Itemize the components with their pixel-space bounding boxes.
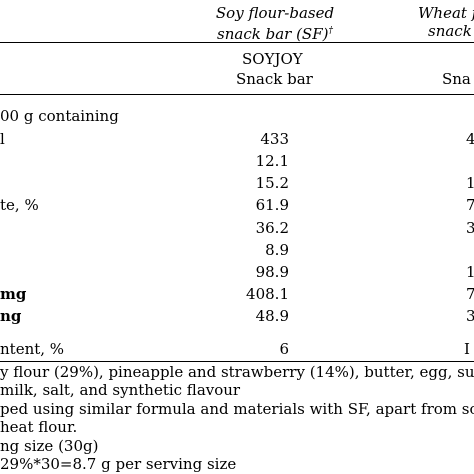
header-rule [0, 42, 474, 43]
row-label: mg [0, 285, 27, 303]
row-value-soy: 6 [279, 340, 289, 358]
row-value-wheat: 7 [466, 285, 474, 303]
row-value-soy: 61.9 [255, 196, 289, 214]
brand-soyjoy: SOYJOY [242, 50, 303, 68]
row-value-wheat: 4 [466, 130, 474, 148]
row-value-wheat: 7 [466, 196, 474, 214]
footnote-line: ng size (30g) [0, 437, 99, 455]
row-value-wheat: 3 [466, 219, 474, 237]
row-label: te, % [0, 196, 39, 214]
row-value-soy: 433 [260, 130, 289, 148]
table-bottom-rule [0, 361, 474, 362]
section-label: 00 g containing [0, 107, 119, 125]
row-value-soy: 48.9 [255, 307, 289, 325]
product-type-soy: Snack bar [236, 70, 313, 88]
column-header-wheat-line1: Wheat f [418, 4, 474, 22]
row-value-soy: 15.2 [255, 174, 289, 192]
column-header-wheat-line2: snack [428, 22, 472, 40]
column-header-soy: Soy flour-based snack bar (SF)† [205, 4, 345, 43]
row-value-wheat: 3 [466, 307, 474, 325]
subheader-rule [0, 94, 474, 95]
column-header-soy-line1: Soy flour-based [215, 4, 335, 22]
footnote-line: y flour (29%), pineapple and strawberry … [0, 363, 474, 381]
row-value-soy: 36.2 [255, 219, 289, 237]
footnote-line: 29%*30=8.7 g per serving size [0, 455, 237, 473]
footnote-line: ped using similar formula and materials … [0, 400, 474, 418]
row-label: ng [0, 307, 22, 325]
row-value-soy: 408.1 [246, 285, 289, 303]
dagger-mark: † [328, 26, 333, 36]
row-label: l [0, 130, 5, 148]
row-label: ntent, % [0, 340, 65, 358]
row-value-soy: 98.9 [255, 263, 289, 281]
row-value-soy: 8.9 [265, 241, 289, 259]
product-type-wheat: Sna [442, 70, 471, 88]
row-value-wheat: I [464, 340, 470, 358]
footnote-line: heat flour. [0, 418, 78, 436]
row-value-soy: 12.1 [255, 152, 289, 170]
row-value-wheat: 1 [466, 174, 474, 192]
footnote-line: milk, salt, and synthetic flavour [0, 381, 241, 399]
column-header-wheat: Wheat f snack [418, 4, 474, 40]
row-value-wheat: 1 [466, 263, 474, 281]
column-header-soy-line2: snack bar (SF)† [217, 25, 333, 43]
